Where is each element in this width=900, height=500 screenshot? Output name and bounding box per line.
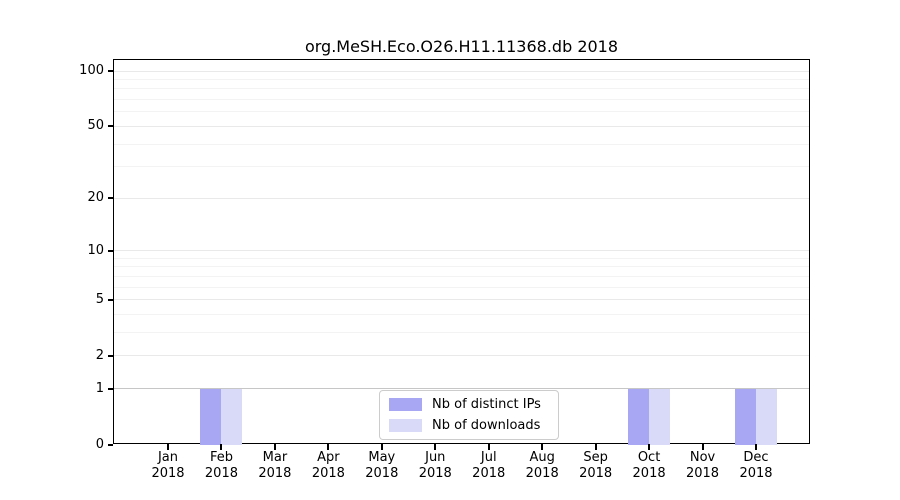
gridline-minor-40	[114, 143, 809, 145]
bar-dec-distinct-ips	[734, 388, 756, 445]
x-tick-mark-oct	[648, 444, 651, 450]
legend-swatch-distinct-ips	[389, 398, 422, 411]
y-tick-label-100: 100	[79, 63, 104, 78]
x-tick-mark-mar	[273, 444, 276, 450]
y-tick-mark-5	[108, 298, 113, 301]
y-tick-label-20: 20	[87, 190, 104, 206]
bar-oct-downloads	[649, 388, 671, 445]
x-tick-mark-dec	[754, 444, 757, 450]
x-tick-label-nov: Nov 2018	[685, 450, 720, 481]
x-tick-mark-aug	[541, 444, 544, 450]
y-tick-mark-10	[108, 249, 113, 252]
y-tick-label-5: 5	[95, 291, 104, 307]
x-tick-mark-sep	[594, 444, 597, 450]
x-tick-label-mar: Mar 2018	[258, 450, 292, 481]
chart-title: org.MeSH.Eco.O26.H11.11368.db 2018	[304, 37, 619, 56]
gridline-major-5	[114, 299, 809, 301]
bar-oct-distinct-ips	[628, 388, 650, 445]
gridline-major-2	[114, 355, 809, 357]
legend-item-downloads: Nb of downloads	[389, 418, 549, 433]
gridline-major-20	[114, 197, 809, 199]
y-tick-label-50: 50	[87, 118, 104, 134]
legend: Nb of distinct IPs Nb of downloads	[379, 390, 559, 440]
x-tick-label-dec: Dec 2018	[739, 450, 773, 481]
gridline-minor-70	[114, 99, 809, 101]
gridline-value-1	[114, 388, 809, 390]
y-tick-mark-50	[108, 125, 113, 128]
bar-dec-downloads	[755, 388, 777, 445]
gridline-major-100	[114, 70, 809, 72]
gridline-minor-8	[114, 266, 809, 268]
y-tick-label-2: 2	[95, 347, 104, 363]
x-tick-label-feb: Feb 2018	[204, 450, 238, 481]
x-tick-label-oct: Oct 2018	[632, 450, 666, 481]
x-tick-label-may: May 2018	[365, 450, 399, 481]
y-tick-label-10: 10	[87, 242, 104, 258]
y-tick-mark-2	[108, 354, 113, 357]
x-tick-label-jul: Jul 2018	[472, 450, 506, 481]
gridline-minor-7	[114, 275, 809, 277]
gridline-minor-60	[114, 111, 809, 113]
gridline-minor-3	[114, 332, 809, 334]
y-tick-mark-0	[108, 444, 113, 446]
x-tick-mark-feb	[220, 444, 223, 450]
x-tick-mark-jul	[487, 444, 490, 450]
gridline-major-50	[114, 125, 809, 127]
x-tick-mark-jan	[167, 444, 169, 450]
y-tick-mark-20	[108, 197, 113, 200]
x-tick-label-jun: Jun 2018	[418, 450, 452, 481]
y-tick-mark-1	[108, 387, 113, 390]
x-tick-mark-apr	[327, 444, 330, 450]
legend-label-downloads: Nb of downloads	[432, 418, 541, 433]
legend-swatch-downloads	[389, 419, 422, 432]
legend-label-distinct-ips: Nb of distinct IPs	[432, 397, 541, 412]
gridline-major-10	[114, 250, 809, 252]
x-tick-mark-nov	[701, 444, 704, 450]
gridline-minor-9	[114, 257, 809, 259]
plot-area: 100 50 20 10 5 2 1 0 Jan 2018 Feb 2018 Mar 2018 Apr 201…	[79, 59, 810, 481]
gridline-minor-30	[114, 166, 809, 168]
gridline-minor-6	[114, 286, 809, 288]
x-tick-label-sep: Sep 2018	[579, 450, 613, 481]
x-tick-label-aug: Aug 2018	[525, 450, 559, 481]
x-tick-mark-may	[380, 444, 383, 450]
x-tick-label-jan: Jan 2018	[151, 450, 185, 481]
x-tick-mark-jun	[434, 444, 437, 450]
gridline-minor-4	[114, 314, 809, 316]
gridline-minor-90	[114, 78, 809, 80]
y-tick-label-1: 1	[95, 380, 104, 396]
x-tick-label-apr: Apr 2018	[311, 450, 345, 481]
bar-feb-downloads	[221, 388, 243, 445]
y-tick-mark-100	[108, 70, 113, 72]
legend-item-distinct-ips: Nb of distinct IPs	[389, 397, 549, 412]
y-tick-label-0: 0	[95, 437, 104, 452]
gridline-minor-80	[114, 88, 809, 90]
bar-feb-distinct-ips	[200, 388, 222, 445]
